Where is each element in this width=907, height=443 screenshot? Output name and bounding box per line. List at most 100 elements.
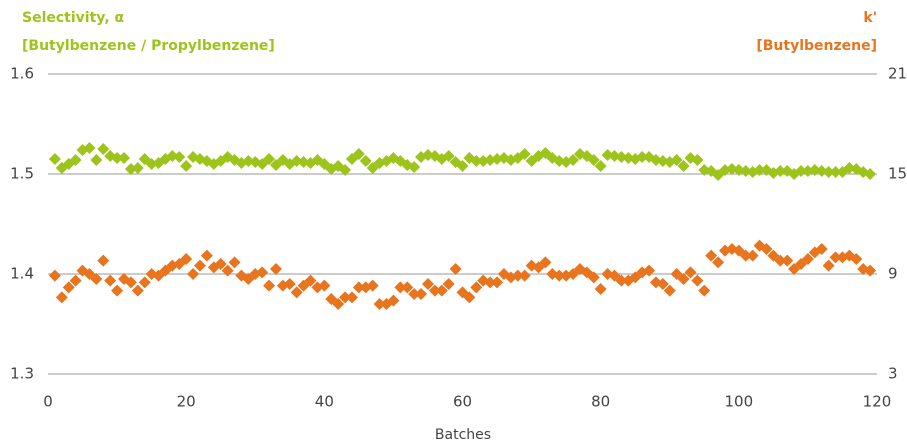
data-point bbox=[864, 264, 877, 277]
data-point bbox=[829, 251, 842, 264]
data-point bbox=[760, 243, 773, 255]
y2-axis-title: k' bbox=[863, 10, 877, 26]
data-point bbox=[304, 274, 317, 287]
data-point bbox=[712, 256, 725, 269]
data-point bbox=[214, 258, 227, 270]
x-tick-label: 40 bbox=[315, 393, 334, 411]
data-point bbox=[200, 249, 213, 262]
data-point bbox=[269, 263, 282, 275]
y-axis-subtitle: [Butylbenzene / Propylbenzene] bbox=[22, 38, 275, 54]
x-tick-label: 120 bbox=[863, 393, 892, 411]
data-point bbox=[97, 254, 110, 267]
data-point bbox=[318, 279, 331, 292]
data-point bbox=[643, 264, 656, 277]
data-point bbox=[387, 294, 400, 307]
data-point bbox=[263, 279, 276, 292]
data-point bbox=[173, 151, 186, 163]
data-point bbox=[829, 166, 842, 178]
data-point bbox=[567, 154, 580, 166]
data-point bbox=[124, 276, 137, 289]
data-point bbox=[394, 281, 407, 294]
data-point bbox=[339, 291, 352, 304]
data-point bbox=[491, 276, 504, 289]
data-point bbox=[463, 291, 476, 304]
data-point bbox=[180, 160, 193, 172]
data-point bbox=[408, 161, 421, 173]
data-point bbox=[656, 278, 669, 290]
data-point bbox=[691, 274, 704, 287]
data-point bbox=[636, 151, 649, 163]
data-point bbox=[677, 160, 690, 172]
data-point bbox=[55, 291, 68, 304]
x-tick-label: 100 bbox=[725, 393, 754, 411]
data-point bbox=[781, 254, 794, 267]
data-point bbox=[698, 284, 711, 297]
data-point bbox=[415, 288, 428, 300]
data-point bbox=[180, 253, 193, 265]
data-point bbox=[345, 291, 358, 304]
data-point bbox=[484, 276, 497, 289]
data-point bbox=[746, 249, 759, 262]
data-point bbox=[359, 155, 372, 167]
y2-tick-label: 9 bbox=[888, 265, 898, 283]
data-point bbox=[408, 288, 421, 300]
data-point bbox=[836, 251, 849, 264]
data-point bbox=[290, 286, 303, 299]
data-point bbox=[615, 274, 628, 287]
data-point bbox=[90, 273, 103, 285]
data-point bbox=[449, 263, 462, 275]
data-point bbox=[691, 154, 704, 166]
x-tick-label: 60 bbox=[453, 393, 472, 411]
data-point bbox=[815, 243, 828, 255]
data-point bbox=[221, 264, 234, 277]
data-point bbox=[442, 278, 455, 290]
data-point bbox=[69, 154, 82, 166]
data-point bbox=[352, 148, 365, 160]
data-point bbox=[283, 278, 296, 290]
data-point bbox=[518, 269, 531, 282]
data-point bbox=[774, 254, 787, 267]
data-point bbox=[753, 164, 766, 176]
data-point bbox=[435, 284, 448, 297]
data-point bbox=[864, 168, 877, 180]
data-point bbox=[97, 143, 110, 155]
data-point bbox=[663, 284, 676, 297]
data-point bbox=[587, 271, 600, 284]
data-point bbox=[553, 269, 566, 282]
y-tick-label: 1.6 bbox=[10, 65, 34, 83]
y2-axis-subtitle: [Butylbenzene] bbox=[756, 38, 877, 54]
x-tick-label: 80 bbox=[591, 393, 610, 411]
data-point bbox=[373, 298, 386, 310]
data-point bbox=[90, 154, 103, 166]
data-point bbox=[104, 274, 117, 287]
data-point bbox=[801, 253, 814, 265]
data-point bbox=[193, 259, 206, 272]
data-point bbox=[138, 276, 151, 289]
y-tick-label: 1.5 bbox=[10, 165, 34, 183]
x-tick-label: 20 bbox=[177, 393, 196, 411]
data-point bbox=[401, 281, 414, 294]
data-point bbox=[442, 150, 455, 162]
data-point bbox=[850, 253, 863, 265]
data-point bbox=[670, 154, 683, 166]
x-axis-title: Batches bbox=[435, 427, 491, 443]
data-point bbox=[705, 249, 718, 262]
data-point bbox=[332, 298, 345, 310]
y-tick-label: 1.4 bbox=[10, 265, 34, 283]
data-point bbox=[256, 266, 269, 279]
data-point bbox=[421, 278, 434, 290]
data-point bbox=[117, 152, 130, 164]
data-point bbox=[366, 279, 379, 292]
y-axis-title: Selectivity, α bbox=[22, 10, 125, 26]
data-point bbox=[511, 269, 524, 282]
data-point bbox=[822, 166, 835, 178]
data-point bbox=[470, 281, 483, 294]
data-point bbox=[539, 256, 552, 269]
data-point bbox=[83, 142, 96, 154]
data-point bbox=[822, 259, 835, 272]
data-point bbox=[111, 284, 124, 297]
data-point bbox=[352, 281, 365, 294]
data-point bbox=[111, 152, 124, 164]
data-point bbox=[131, 162, 144, 174]
